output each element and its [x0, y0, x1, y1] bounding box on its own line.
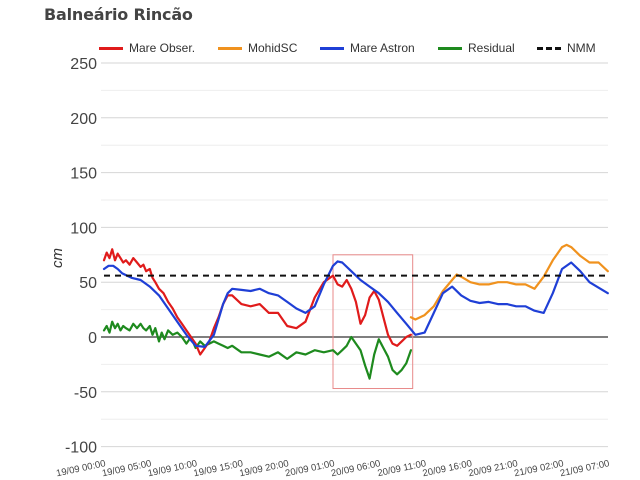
y-tick-label: -50 [74, 385, 97, 402]
series-line-mare-obser[interactable] [102, 248, 412, 356]
legend-swatch-dashed-line-icon [537, 46, 561, 50]
x-tick-label: 19/09 10:00 [147, 458, 198, 479]
legend-swatch-orange-line-icon [218, 46, 242, 50]
highlight-box [332, 254, 414, 390]
legend-item-residual[interactable]: Residual [438, 41, 515, 55]
data-series [102, 243, 609, 380]
x-tick-label: 19/09 20:00 [238, 458, 289, 479]
legend-label: NMM [567, 41, 596, 55]
x-tick-label: 20/09 21:00 [467, 458, 518, 479]
legend-label: Mare Obser. [129, 41, 196, 55]
legend-swatch-green-line-icon [438, 46, 462, 50]
series-line-residual[interactable] [102, 320, 412, 380]
gridlines [101, 62, 608, 448]
x-tick-label: 19/09 00:00 [55, 458, 106, 479]
x-tick-label: 21/09 07:00 [559, 458, 610, 479]
series-line-mare-astron[interactable] [102, 260, 609, 348]
legend-item-mare-obser[interactable]: Mare Obser. [99, 41, 195, 55]
y-tick-label: 150 [70, 166, 97, 183]
y-tick-label: 250 [70, 56, 97, 73]
y-tick-label: 50 [79, 275, 97, 292]
y-axis-label: cm [49, 248, 66, 268]
legend-label: Residual [468, 41, 515, 55]
x-tick-label: 19/09 15:00 [193, 458, 244, 479]
y-tick-label: 100 [70, 220, 97, 237]
series-line-mohidsc[interactable] [409, 243, 609, 321]
x-tick-label: 20/09 01:00 [284, 458, 335, 479]
legend-item-nmm[interactable]: NMM [537, 41, 596, 55]
legend-swatch-red-line-icon [99, 46, 123, 50]
legend-swatch-blue-line-icon [320, 46, 344, 50]
x-tick-label: 20/09 11:00 [377, 458, 428, 479]
legend-label: Mare Astron [350, 41, 415, 55]
x-tick-label: 19/09 05:00 [101, 458, 152, 479]
y-tick-label: -100 [65, 440, 97, 457]
legend-label: MohidSC [248, 41, 298, 55]
legend-item-mare-astron[interactable]: Mare Astron [320, 41, 415, 55]
x-tick-label: 21/09 02:00 [513, 458, 564, 479]
y-axis-ticks: 250 200 150 100 50 0 -50 -100 [65, 56, 97, 457]
y-tick-label: 200 [70, 111, 97, 128]
legend-item-mohidsc[interactable]: MohidSC [218, 41, 297, 55]
chart-legend: Mare Obser. MohidSC Mare Astron Residual… [0, 41, 640, 57]
chart-title: Balneário Rincão [44, 5, 193, 24]
x-tick-label: 20/09 16:00 [422, 458, 473, 479]
y-tick-label: 0 [88, 330, 97, 347]
x-tick-label: 20/09 06:00 [330, 458, 381, 479]
